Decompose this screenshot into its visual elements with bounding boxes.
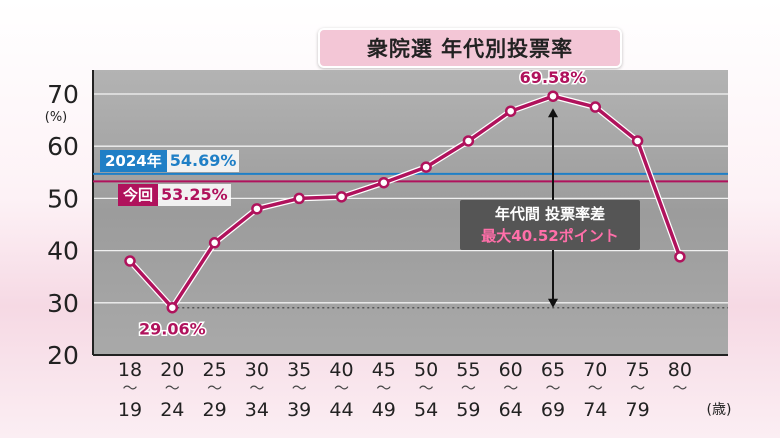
x-tick-tilde: 〜 — [461, 379, 476, 397]
data-point — [504, 105, 517, 117]
x-tick-tilde: 〜 — [419, 379, 434, 397]
x-tick-tilde: 〜 — [207, 379, 222, 397]
data-label: 69.58% — [520, 68, 587, 87]
x-tick-label-top: 40 — [329, 359, 353, 381]
data-point — [674, 251, 686, 263]
x-tick-label-top: 60 — [499, 359, 523, 381]
x-tick-tilde: 〜 — [122, 379, 137, 397]
y-axis-unit: (%) — [45, 110, 68, 125]
x-tick-label-top: 45 — [372, 359, 396, 381]
data-point — [547, 90, 559, 102]
y-tick-label: 60 — [47, 132, 79, 161]
x-tick-label-bottom: 79 — [626, 399, 650, 421]
ref-2024-label: 2024年 — [100, 149, 167, 172]
data-point — [293, 192, 305, 205]
gap-annotation: 年代間 投票率差 最大40.52ポイント — [460, 200, 640, 250]
x-tick-label-top: 25 — [203, 359, 227, 381]
x-axis-unit: (歳) — [707, 402, 732, 418]
gap-annotation-line1: 年代間 投票率差 — [494, 205, 606, 223]
x-tick-label-bottom: 69 — [541, 399, 565, 421]
y-tick-label: 50 — [47, 184, 79, 213]
gap-annotation-line2: 最大40.52ポイント — [481, 227, 619, 245]
x-tick-label-bottom: 49 — [372, 399, 396, 421]
x-tick-label-bottom: 34 — [245, 399, 269, 421]
x-tick-label-top: 70 — [583, 359, 607, 381]
data-point — [462, 135, 475, 147]
x-tick-label-bottom: 29 — [203, 399, 227, 421]
x-tick-label-bottom: 44 — [329, 399, 353, 421]
y-tick-label: 20 — [47, 341, 79, 370]
data-point — [251, 203, 263, 215]
x-tick-label-top: 55 — [456, 359, 480, 381]
x-tick-label-bottom: 54 — [414, 399, 438, 421]
data-point — [420, 161, 432, 173]
x-tick-label-top: 35 — [287, 359, 311, 381]
x-tick-tilde: 〜 — [334, 379, 349, 397]
x-tick-tilde: 〜 — [630, 379, 645, 397]
series-line — [128, 94, 682, 310]
x-tick-tilde: 〜 — [588, 379, 603, 397]
data-point — [335, 191, 348, 203]
x-tick-label-top: 80 — [668, 359, 692, 381]
x-tick-label-bottom: 59 — [456, 399, 480, 421]
data-point — [378, 176, 390, 189]
x-tick-label-bottom: 24 — [160, 399, 184, 421]
x-tick-tilde: 〜 — [292, 379, 307, 397]
x-tick-tilde: 〜 — [672, 379, 687, 397]
x-tick-label-top: 75 — [626, 359, 650, 381]
ref-current-label: 今回 — [118, 184, 159, 207]
chart-title: 衆院選 年代別投票率 — [318, 28, 622, 68]
x-tick-tilde: 〜 — [165, 379, 180, 397]
x-tick-tilde: 〜 — [545, 379, 560, 397]
ref-current-tag: 今回 53.25% — [118, 184, 231, 207]
x-tick-label-top: 18 — [118, 359, 142, 381]
ref-2024-tag: 2024年 54.69% — [100, 149, 240, 172]
x-tick-label-bottom: 74 — [583, 399, 607, 421]
x-tick-label-bottom: 39 — [287, 399, 311, 421]
data-point — [208, 237, 221, 249]
data-point — [124, 255, 136, 267]
ref-current-value: 53.25% — [158, 184, 231, 207]
x-tick-tilde: 〜 — [503, 379, 518, 397]
x-tick-tilde: 〜 — [249, 379, 264, 397]
data-point — [166, 301, 179, 314]
y-tick-label: 30 — [47, 289, 79, 318]
ref-2024-value: 54.69% — [166, 149, 240, 172]
x-tick-tilde: 〜 — [376, 379, 391, 397]
data-point — [631, 135, 644, 147]
x-tick-label-top: 65 — [541, 359, 565, 381]
x-tick-label-top: 30 — [245, 359, 269, 381]
x-tick-label-top: 20 — [160, 359, 184, 381]
data-label: 29.06% — [139, 320, 206, 339]
x-tick-label-top: 50 — [414, 359, 438, 381]
gap-arrow-head-bottom — [548, 298, 558, 308]
y-tick-label: 40 — [47, 237, 79, 266]
data-point — [589, 101, 602, 113]
gap-arrow-head-top — [548, 108, 558, 118]
y-tick-label: 70 — [47, 80, 79, 109]
x-tick-label-bottom: 19 — [118, 399, 142, 421]
x-tick-label-bottom: 64 — [499, 399, 523, 421]
